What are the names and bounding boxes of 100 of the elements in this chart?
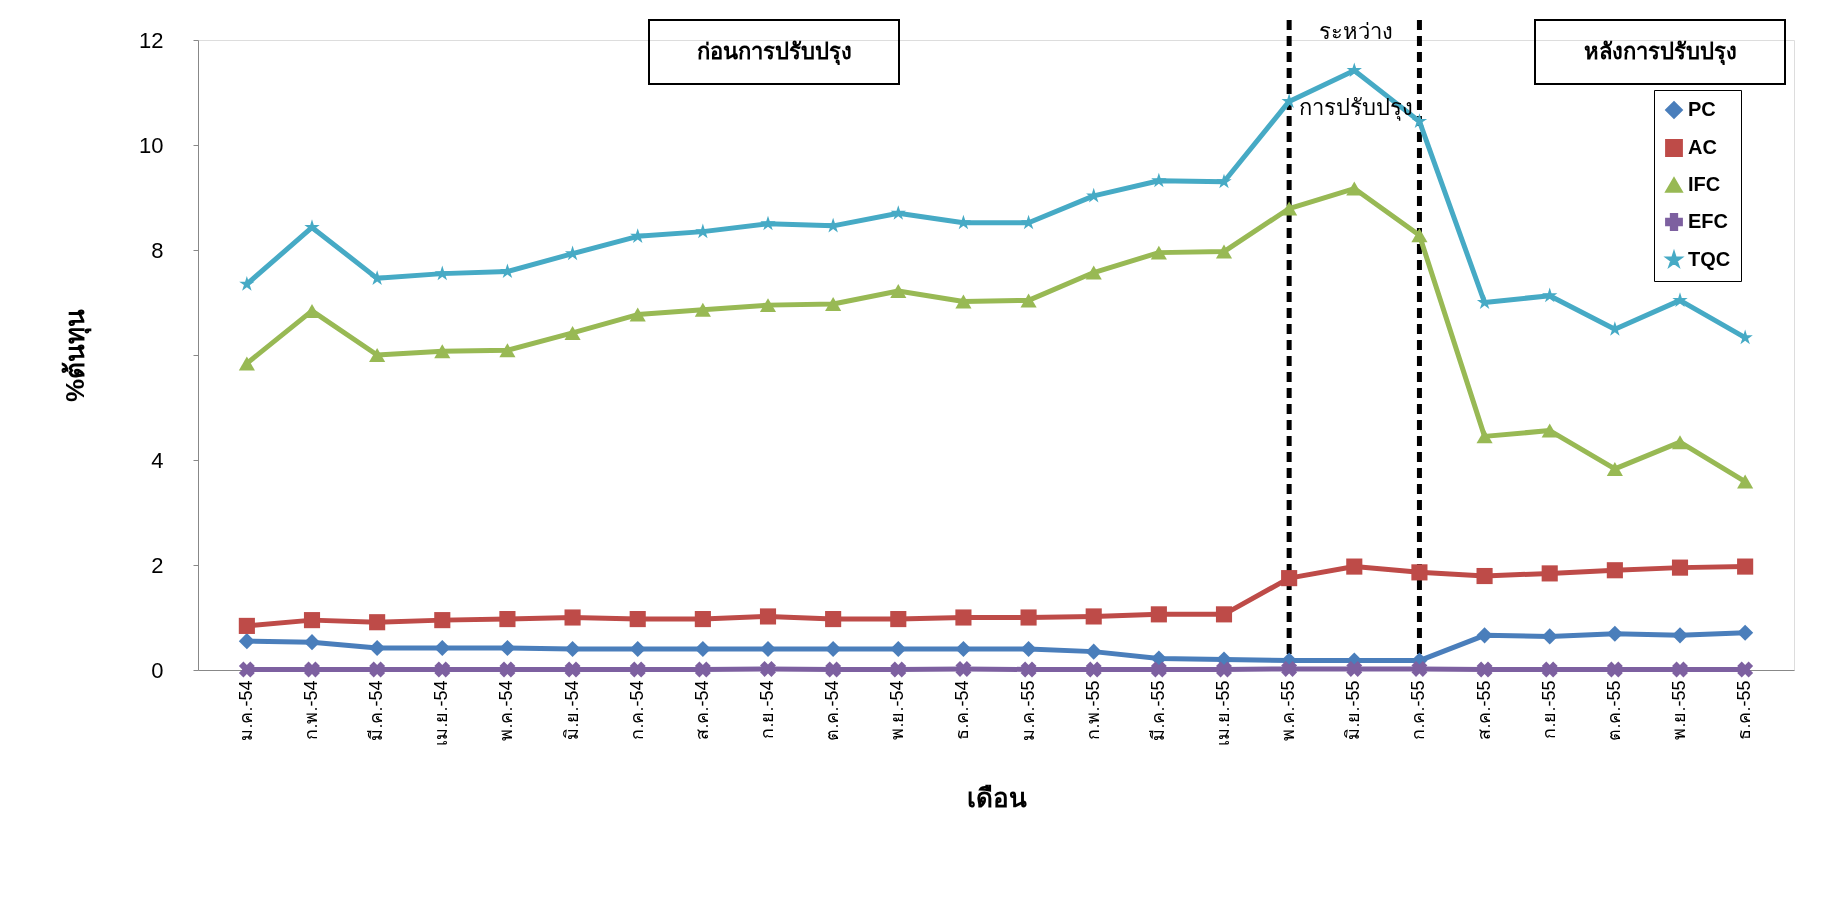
x-tick-label: ก.ย.-54 xyxy=(757,680,777,739)
point xyxy=(1411,564,1428,581)
x-tick-label: ม.ค.-54 xyxy=(235,680,256,741)
point xyxy=(1737,558,1754,575)
y-tick-label: 0 xyxy=(151,657,164,683)
point xyxy=(1346,62,1362,77)
point xyxy=(1606,562,1623,579)
point xyxy=(955,609,972,626)
point xyxy=(434,265,450,281)
point xyxy=(1085,608,1102,625)
x-tick-label: ส.ค.-55 xyxy=(1473,680,1494,740)
point xyxy=(694,302,711,317)
point xyxy=(1150,245,1167,260)
y-tick-label: 4 xyxy=(151,447,164,473)
point xyxy=(499,343,516,358)
point xyxy=(1216,661,1232,678)
point xyxy=(369,270,385,285)
point xyxy=(238,633,255,650)
point xyxy=(1671,559,1689,576)
point xyxy=(1542,287,1558,303)
legend-label: IFC xyxy=(1688,173,1721,195)
point xyxy=(304,219,320,234)
point xyxy=(1541,423,1558,438)
point xyxy=(369,348,386,362)
point xyxy=(1085,643,1102,660)
x-tick-label: ต.ค.-54 xyxy=(822,680,843,741)
point xyxy=(694,611,711,628)
point xyxy=(238,661,255,678)
point xyxy=(759,608,777,625)
point xyxy=(1215,244,1233,259)
x-tick-label: พ.ค.-55 xyxy=(1278,680,1299,741)
point xyxy=(1541,565,1558,582)
point xyxy=(955,660,972,677)
x-axis-title: เดือน xyxy=(966,782,1027,813)
point xyxy=(1476,661,1493,678)
point xyxy=(1020,609,1037,626)
x-tick-label: ก.ค.-54 xyxy=(626,680,647,740)
point xyxy=(1346,181,1363,196)
point xyxy=(369,614,386,631)
point xyxy=(890,611,907,628)
point xyxy=(890,205,906,220)
point xyxy=(1281,570,1298,587)
legend-label: AC xyxy=(1688,136,1717,158)
x-tick-label: เม.ย.-54 xyxy=(431,680,452,746)
point xyxy=(1085,661,1102,678)
point xyxy=(629,611,646,628)
x-tick-label: ม.ค.-55 xyxy=(1017,680,1038,741)
point xyxy=(1671,435,1689,450)
annotation: ก่อนการปรับปรุง xyxy=(696,39,852,66)
point xyxy=(1476,627,1493,644)
x-tick-label: ก.ย.-55 xyxy=(1538,680,1559,739)
point xyxy=(1150,606,1167,623)
point xyxy=(564,661,581,678)
x-tick-label: ธ.ค.-55 xyxy=(1734,680,1755,740)
x-tick-label: พ.ย.-55 xyxy=(1669,680,1689,740)
point xyxy=(499,639,516,657)
point xyxy=(564,325,581,340)
x-tick-label: มิ.ย.-55 xyxy=(1343,680,1364,740)
point xyxy=(759,298,777,313)
point xyxy=(1150,661,1167,678)
point xyxy=(1020,640,1037,658)
point xyxy=(1411,113,1428,128)
point xyxy=(760,660,776,677)
point xyxy=(499,611,516,628)
point xyxy=(1606,661,1623,678)
x-tick-label: มี.ค.-54 xyxy=(366,680,387,741)
point xyxy=(1737,661,1754,678)
point xyxy=(564,640,581,658)
x-tick-label: ธ.ค.-54 xyxy=(952,680,973,740)
x-tick-label: มี.ค.-55 xyxy=(1147,680,1168,741)
point xyxy=(1411,228,1428,243)
point xyxy=(1737,624,1754,641)
point xyxy=(1151,172,1167,188)
point xyxy=(434,612,451,629)
point xyxy=(303,612,321,629)
point xyxy=(825,297,842,312)
x-tick-label: มิ.ย.-54 xyxy=(561,680,582,740)
point xyxy=(1085,265,1102,280)
point xyxy=(955,294,972,309)
point xyxy=(499,661,516,678)
point xyxy=(1672,661,1688,678)
point xyxy=(1281,660,1298,677)
y-tick-label: 8 xyxy=(151,237,164,263)
point xyxy=(694,661,711,678)
point xyxy=(1411,660,1428,677)
point xyxy=(1476,429,1493,444)
point xyxy=(1215,606,1233,623)
point xyxy=(1020,661,1037,678)
x-tick-label: ต.ค.-55 xyxy=(1603,680,1624,741)
point xyxy=(1476,567,1493,585)
point xyxy=(1346,660,1363,677)
y-tick-label: 2 xyxy=(151,552,164,578)
point xyxy=(1737,329,1753,345)
point xyxy=(955,640,972,658)
point xyxy=(825,661,842,678)
annotation: หลังการปรับปรุง xyxy=(1583,39,1737,66)
point xyxy=(1606,625,1623,642)
x-tick-label: ก.ค.-55 xyxy=(1408,680,1429,740)
point xyxy=(564,609,581,626)
x-tick-label: เม.ย.-55 xyxy=(1213,680,1233,746)
